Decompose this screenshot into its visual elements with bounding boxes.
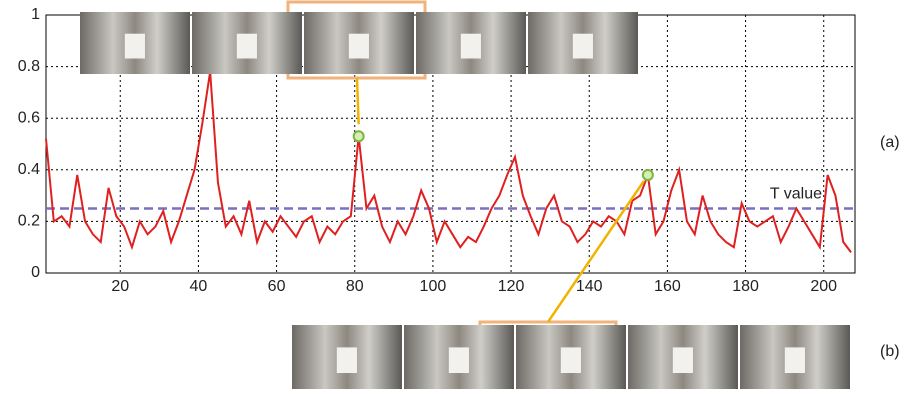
- frame-corridor: [672, 347, 693, 373]
- frame-corridor: [124, 33, 145, 59]
- y-tick-label: 1: [31, 6, 40, 23]
- frame-corridor: [460, 33, 481, 59]
- data-line: [45, 71, 852, 253]
- y-tick-label: 0.4: [18, 161, 40, 178]
- y-tick-label: 0: [31, 264, 40, 281]
- image-strips: [80, 12, 850, 389]
- arrow: [355, 77, 360, 125]
- highlight-point: [641, 168, 654, 181]
- frame-corridor: [572, 33, 593, 59]
- x-tick-label: 120: [498, 278, 525, 295]
- frame-corridor: [448, 347, 469, 373]
- x-tick-label: 200: [810, 278, 837, 295]
- x-tick-label: 40: [190, 278, 208, 295]
- threshold-label: T value: [770, 186, 822, 203]
- panel-label: (a): [880, 134, 900, 151]
- y-tick-label: 0.8: [18, 58, 40, 75]
- x-tick-label: 140: [576, 278, 603, 295]
- x-tick-label: 20: [111, 278, 129, 295]
- x-tick-label: 180: [732, 278, 759, 295]
- highlight-point: [352, 130, 365, 143]
- frame-corridor: [784, 347, 805, 373]
- panel-label: (b): [880, 343, 900, 360]
- x-tick-label: 160: [654, 278, 681, 295]
- frame-corridor: [236, 33, 257, 59]
- arrow: [546, 180, 645, 323]
- frame-corridor: [560, 347, 581, 373]
- x-tick-label: 80: [346, 278, 364, 295]
- frame-corridor: [348, 33, 369, 59]
- x-tick-label: 100: [420, 278, 447, 295]
- y-tick-label: 0.6: [18, 109, 40, 126]
- x-tick-label: 60: [268, 278, 286, 295]
- frame-corridor: [336, 347, 357, 373]
- y-tick-label: 0.2: [18, 213, 40, 230]
